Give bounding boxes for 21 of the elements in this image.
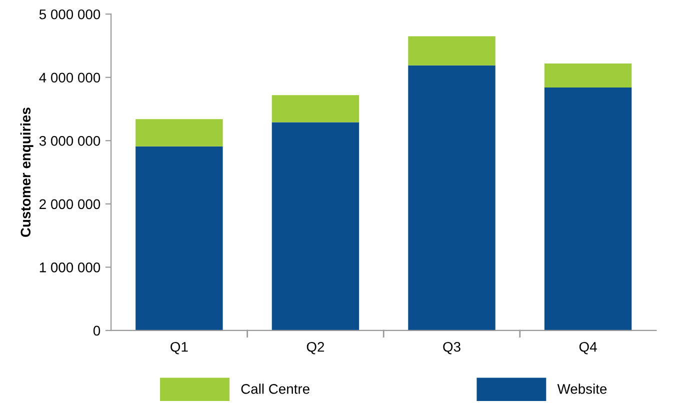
x-tick-label: Q1 — [170, 342, 188, 354]
y-tick-label: 0 — [93, 326, 100, 336]
legend-label: Call Centre — [241, 384, 310, 394]
x-tick-label: Q4 — [579, 342, 597, 354]
bar — [408, 65, 496, 330]
y-tick-label: 4 000 000 — [39, 72, 100, 83]
bar — [136, 119, 223, 146]
y-axis-title: Customer enquiries — [20, 108, 34, 237]
bar — [272, 95, 360, 122]
x-tick-label: Q3 — [443, 342, 460, 354]
y-tick-label: 1 000 000 — [40, 262, 100, 272]
bar — [544, 63, 632, 88]
legend-label: Website — [557, 384, 607, 394]
y-tick-label: 3 000 000 — [39, 136, 100, 146]
bar — [136, 146, 223, 330]
x-tick-label: Q2 — [306, 342, 324, 354]
bar — [408, 36, 496, 66]
y-tick-label: 5 000 000 — [39, 9, 100, 20]
y-tick-label: 2 000 000 — [40, 199, 100, 210]
bar — [272, 122, 360, 330]
bar — [544, 88, 632, 330]
